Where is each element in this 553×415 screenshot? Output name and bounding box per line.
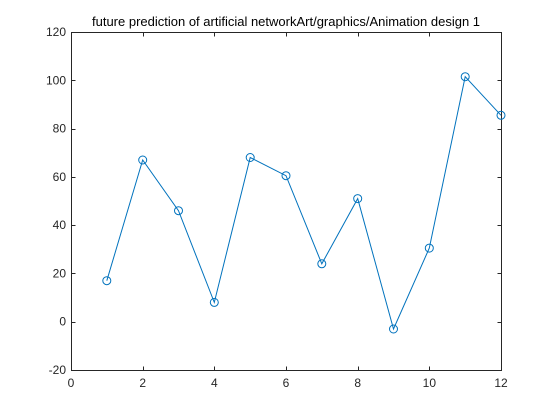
x-tick-label: 6: [283, 376, 290, 390]
y-tick-label: 0: [59, 315, 66, 329]
data-point-marker: [389, 324, 398, 334]
chart-title: future prediction of artificial networkA…: [92, 14, 480, 29]
plot-box: [71, 32, 502, 371]
x-tick-label: 0: [68, 376, 75, 390]
y-tick-label: 100: [46, 73, 66, 87]
series-line: [106, 75, 502, 331]
series-layer: [102, 72, 506, 334]
y-tick-label: -20: [49, 363, 67, 377]
data-point-marker: [281, 171, 291, 181]
x-tick-label: 2: [139, 376, 146, 390]
data-point-marker: [496, 110, 506, 120]
y-tick-label: 80: [53, 122, 67, 136]
data-point-marker: [424, 243, 434, 253]
x-tick-label: 12: [494, 376, 508, 390]
x-tick-label: 8: [354, 376, 361, 390]
x-tick-label: 4: [211, 376, 218, 390]
data-point-marker: [317, 259, 327, 269]
data-point-marker: [102, 276, 112, 286]
data-point-marker: [174, 206, 183, 216]
data-point-marker: [460, 72, 470, 82]
data-point-marker: [245, 153, 255, 162]
y-tick-label: 20: [53, 266, 67, 280]
y-tick-label: 60: [53, 170, 67, 184]
y-tick-label: 120: [46, 25, 66, 39]
x-tick-label: 10: [423, 376, 437, 390]
axes: [71, 32, 502, 371]
data-point-marker: [138, 155, 148, 165]
y-tick-label: 40: [53, 218, 67, 232]
data-point-marker: [353, 194, 363, 204]
data-point-marker: [209, 297, 219, 307]
